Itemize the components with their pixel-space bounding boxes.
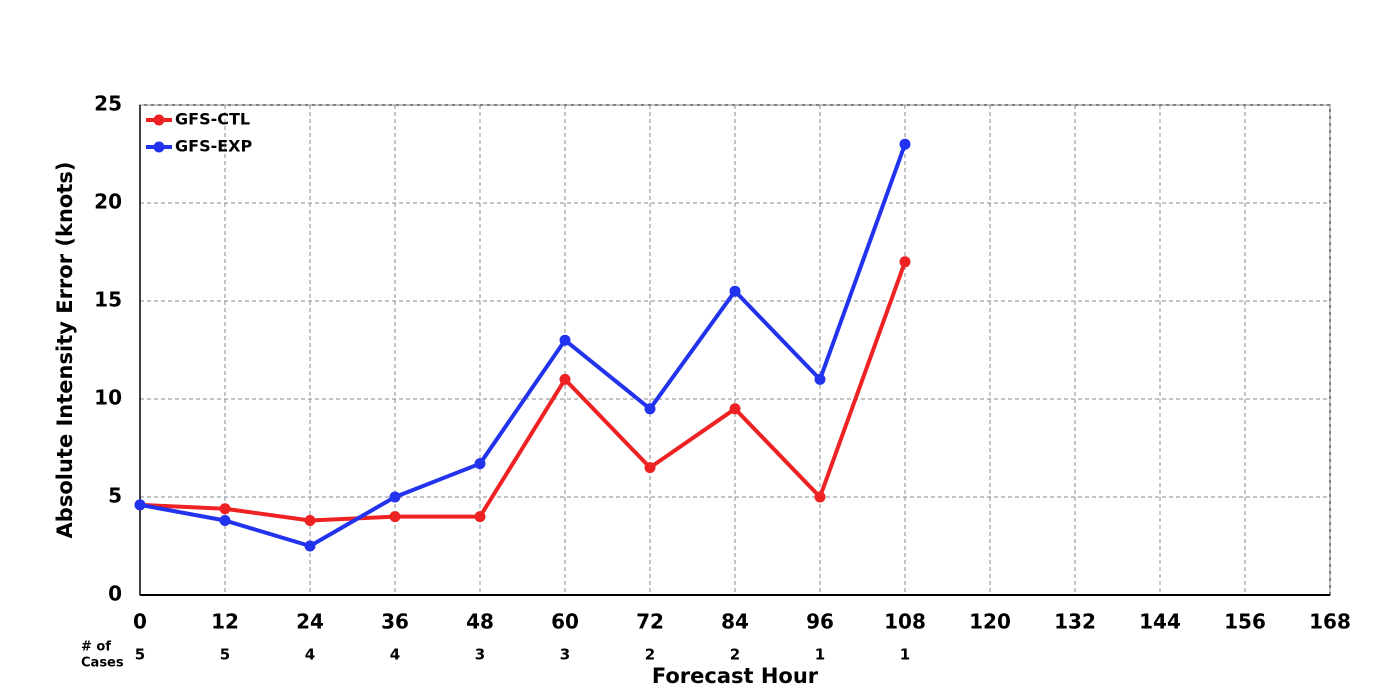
data-point bbox=[474, 511, 486, 523]
case-count: 5 bbox=[220, 646, 230, 664]
data-point bbox=[304, 540, 316, 552]
data-point bbox=[389, 511, 401, 523]
legend-label: GFS-CTL bbox=[175, 110, 250, 129]
x-tick-label: 120 bbox=[969, 610, 1011, 634]
x-tick-label: 96 bbox=[806, 610, 834, 634]
data-point bbox=[644, 462, 656, 474]
data-point bbox=[644, 403, 656, 415]
y-tick-label: 20 bbox=[94, 190, 122, 214]
x-tick-label: 132 bbox=[1054, 610, 1096, 634]
y-tick-label: 5 bbox=[108, 484, 122, 508]
x-tick-label: 144 bbox=[1139, 610, 1181, 634]
y-tick-label: 15 bbox=[94, 288, 122, 312]
legend-marker bbox=[153, 114, 165, 126]
y-tick-label: 10 bbox=[94, 386, 122, 410]
x-tick-label: 36 bbox=[381, 610, 409, 634]
series-line bbox=[139, 143, 907, 548]
data-point bbox=[304, 515, 316, 527]
case-count: 1 bbox=[900, 646, 910, 664]
case-count: 4 bbox=[305, 646, 315, 664]
case-count: 2 bbox=[730, 646, 740, 664]
series-line bbox=[139, 261, 907, 523]
x-tick-label: 168 bbox=[1309, 610, 1351, 634]
data-point bbox=[729, 285, 741, 297]
data-point bbox=[219, 503, 231, 515]
case-count: 3 bbox=[560, 646, 570, 664]
data-point bbox=[474, 458, 486, 470]
y-axis-label: Absolute Intensity Error (knots) bbox=[53, 162, 77, 539]
data-point bbox=[559, 373, 571, 385]
case-count: 3 bbox=[475, 646, 485, 664]
x-tick-label: 156 bbox=[1224, 610, 1266, 634]
data-point bbox=[729, 403, 741, 415]
x-tick-label: 48 bbox=[466, 610, 494, 634]
data-point bbox=[814, 491, 826, 503]
data-point bbox=[814, 373, 826, 385]
x-tick-label: 84 bbox=[721, 610, 749, 634]
y-tick-label: 0 bbox=[108, 582, 122, 606]
x-tick-label: 60 bbox=[551, 610, 579, 634]
data-point bbox=[134, 499, 146, 511]
case-count: 1 bbox=[815, 646, 825, 664]
cases-label: Cases bbox=[81, 656, 124, 671]
x-axis-label: Forecast Hour bbox=[652, 664, 819, 688]
case-count: 4 bbox=[390, 646, 400, 664]
data-point bbox=[559, 334, 571, 346]
x-tick-label: 12 bbox=[211, 610, 239, 634]
cases-label: # of bbox=[81, 640, 111, 655]
legend-marker bbox=[153, 141, 165, 153]
y-tick-label: 25 bbox=[94, 92, 122, 116]
data-point bbox=[219, 515, 231, 527]
data-point bbox=[389, 491, 401, 503]
case-count: 2 bbox=[645, 646, 655, 664]
legend-label: GFS-EXP bbox=[175, 137, 252, 156]
x-tick-label: 0 bbox=[133, 610, 147, 634]
x-tick-label: 24 bbox=[296, 610, 324, 634]
x-tick-label: 108 bbox=[884, 610, 926, 634]
x-tick-label: 72 bbox=[636, 610, 664, 634]
data-point bbox=[899, 138, 911, 150]
case-count: 5 bbox=[135, 646, 145, 664]
data-point bbox=[899, 256, 911, 268]
